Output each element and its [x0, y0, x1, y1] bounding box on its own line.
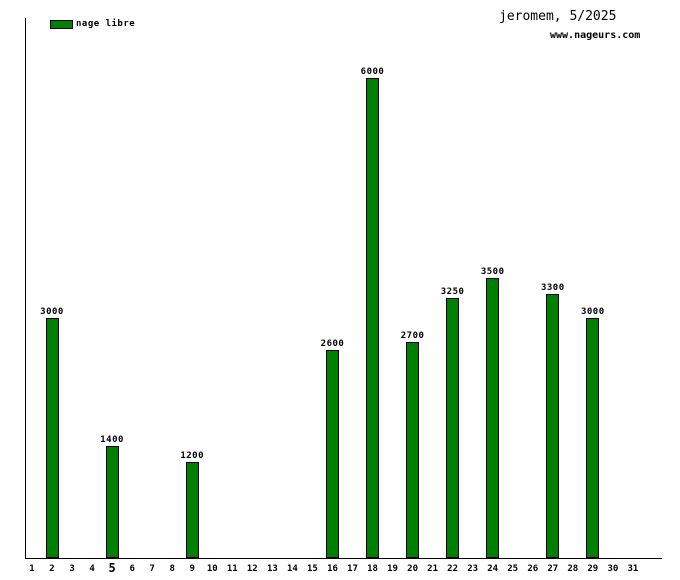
x-tick-label-19: 19 [387, 564, 398, 574]
x-tick-label-8: 8 [169, 564, 175, 574]
bar-value-label-day-22: 3250 [440, 287, 465, 297]
x-tick-label-5-highlighted: 5 [108, 561, 116, 575]
chart-title: jeromem, 5/2025 [499, 9, 617, 24]
bar-day-20 [406, 342, 420, 558]
bar-value-label-day-29: 3000 [580, 307, 605, 317]
x-tick-label-15: 15 [306, 564, 318, 574]
bar-day-16 [326, 350, 339, 558]
legend-label: nage libre [76, 19, 136, 29]
x-tick-label-12: 12 [246, 564, 258, 574]
bar-value-label-day-5: 1400 [100, 435, 124, 445]
x-tick-label-22: 22 [447, 564, 459, 574]
x-tick-label-25: 25 [507, 564, 519, 574]
site-watermark: www.nageurs.com [550, 30, 641, 41]
x-tick-label-18: 18 [367, 564, 378, 574]
x-tick-label-4: 4 [89, 564, 95, 574]
bar-day-5 [105, 446, 119, 558]
x-tick-label-27: 27 [547, 564, 559, 574]
y-axis-line [25, 18, 26, 559]
x-tick-label-10: 10 [206, 564, 218, 574]
bar-value-label-day-18: 6000 [360, 67, 385, 77]
bar-value-label-day-9: 1200 [180, 451, 205, 461]
x-axis-line [25, 558, 662, 559]
x-tick-label-2: 2 [49, 564, 55, 574]
legend-swatch [50, 20, 73, 29]
x-tick-label-20: 20 [407, 564, 419, 574]
x-tick-label-26: 26 [527, 564, 539, 574]
bar-day-9 [185, 462, 199, 558]
x-tick-label-3: 3 [69, 564, 75, 574]
x-tick-label-6: 6 [129, 564, 135, 574]
x-tick-label-11: 11 [226, 564, 238, 574]
bar-day-2 [45, 318, 59, 558]
x-tick-label-1: 1 [29, 564, 35, 574]
bar-day-22 [446, 298, 460, 558]
x-tick-label-28: 28 [567, 564, 579, 574]
x-tick-label-29: 29 [587, 564, 599, 574]
x-tick-label-21: 21 [427, 564, 439, 574]
bar-value-label-day-24: 3500 [480, 267, 505, 277]
bar-value-label-day-2: 3000 [40, 307, 64, 317]
x-tick-label-9: 9 [189, 564, 195, 574]
x-tick-label-23: 23 [467, 564, 479, 574]
bar-day-24 [486, 278, 500, 558]
bar-day-29 [586, 318, 600, 558]
bar-value-label-day-16: 2600 [320, 339, 345, 349]
x-tick-label-24: 24 [487, 564, 499, 574]
bar-value-label-day-20: 2700 [400, 331, 425, 341]
x-tick-label-13: 13 [266, 564, 278, 574]
x-tick-label-14: 14 [286, 564, 298, 574]
bar-day-18 [366, 78, 379, 558]
x-tick-label-17: 17 [347, 564, 358, 574]
x-tick-label-7: 7 [149, 564, 155, 574]
bar-day-27 [546, 294, 560, 558]
bar-value-label-day-27: 3300 [540, 283, 565, 293]
x-tick-label-31: 31 [627, 564, 639, 574]
x-tick-label-30: 30 [607, 564, 619, 574]
x-tick-label-16: 16 [327, 564, 338, 574]
